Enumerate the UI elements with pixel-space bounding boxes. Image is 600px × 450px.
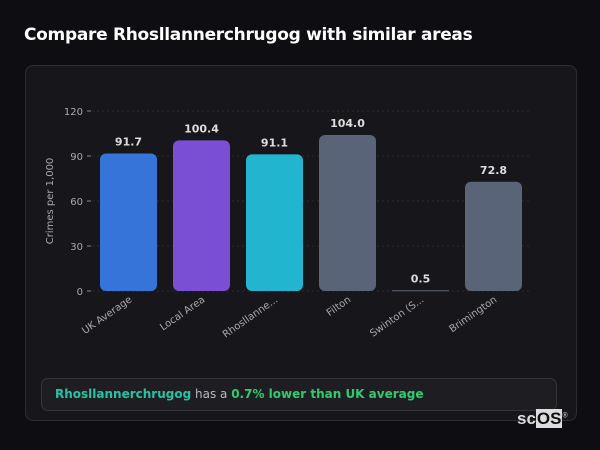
data-label: 91.7 (115, 135, 142, 148)
x-tick-label: Rhosllanne... (221, 294, 280, 340)
bar[interactable] (246, 154, 303, 291)
x-tick-label: Swinton (S... (368, 294, 426, 339)
data-label: 0.5 (411, 272, 431, 285)
insight-area: Rhosllannerchrugog (55, 387, 192, 401)
x-tick-label: Local Area (158, 294, 207, 333)
data-label: 72.8 (480, 164, 507, 177)
y-tick-label: 0 (77, 287, 83, 298)
scos-logo: scOS® (517, 409, 568, 428)
bar[interactable] (100, 153, 157, 291)
bar[interactable] (173, 140, 230, 291)
insight-text: has a (191, 387, 232, 401)
data-label: 91.1 (261, 136, 288, 149)
data-label: 100.4 (184, 122, 219, 135)
page-title: Compare Rhosllannerchrugog with similar … (24, 25, 473, 45)
insight-box: Rhosllannerchrugog has a 0.7% lower than… (41, 378, 557, 411)
bar[interactable] (392, 290, 449, 292)
insight-highlight: 0.7% lower than UK average (231, 387, 424, 401)
bar[interactable] (319, 135, 376, 291)
y-tick-label: 120 (64, 107, 83, 118)
bar[interactable] (465, 181, 522, 291)
y-axis-label: Crimes per 1,000 (45, 158, 56, 245)
x-tick-label: UK Average (80, 294, 134, 336)
y-tick-label: 90 (70, 152, 83, 163)
x-tick-label: Brimington (448, 294, 500, 335)
data-label: 104.0 (330, 117, 365, 130)
y-tick-label: 60 (70, 197, 83, 208)
x-tick-label: Filton (325, 294, 353, 318)
y-tick-label: 30 (70, 242, 83, 253)
